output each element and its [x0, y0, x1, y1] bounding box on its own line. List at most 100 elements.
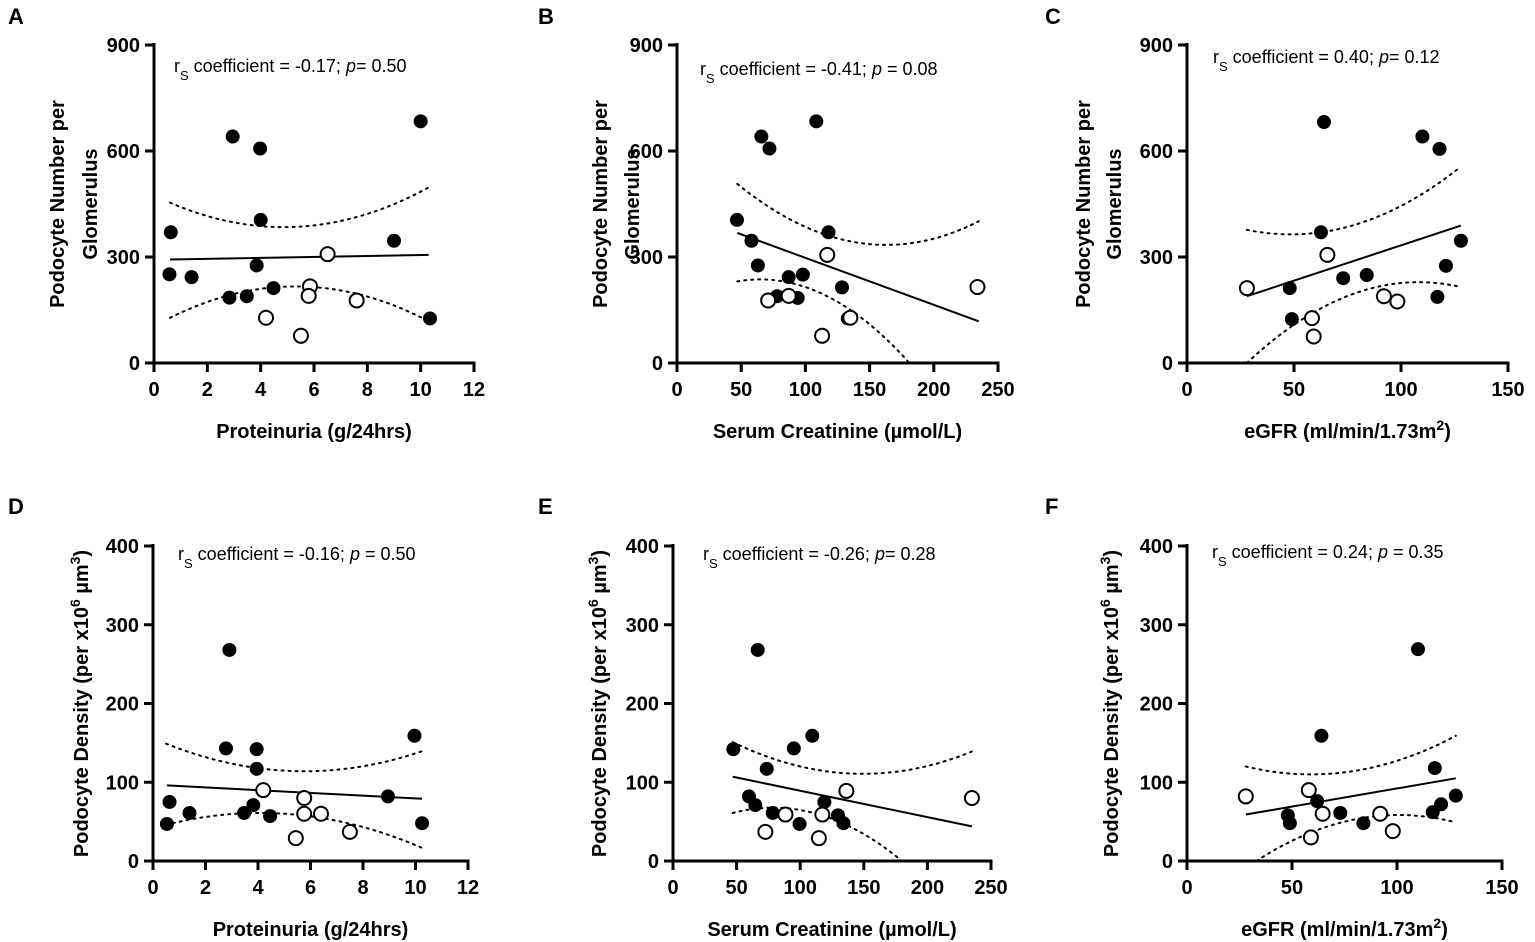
open-data-point — [842, 309, 859, 326]
filled-data-point — [1432, 141, 1447, 156]
panel-e: E 0 50 100 150 200 250 0 100 200 300 400 Serum Creat… — [538, 494, 1008, 941]
filled-data-point — [266, 281, 281, 296]
y-axis-label: Podocyte Density (per x106 µm3) — [585, 550, 611, 857]
x-axis-label: Serum Creatinine (µmol/L) — [707, 919, 956, 941]
filled-data-point — [750, 258, 765, 273]
panel-letter: C — [1045, 4, 1061, 29]
y-axis-label: Podocyte Density (per x106 µm3) — [67, 550, 93, 857]
open-data-point — [319, 246, 336, 263]
x-tick-label: 8 — [362, 379, 373, 401]
x-tick-label: 150 — [853, 379, 886, 401]
open-data-point — [258, 309, 274, 326]
filled-data-point — [1411, 642, 1425, 657]
annotation-subscript: S — [1218, 554, 1227, 569]
correlation-annotation: rS coefficient = 0.40; p= 0.12 — [1213, 47, 1440, 74]
regression-line — [732, 775, 973, 828]
x-tick-label: 100 — [789, 379, 822, 401]
x-axis-label-text: Serum Creatinine (µmol/L) — [713, 421, 962, 443]
x-tick-label: 50 — [730, 379, 752, 401]
open-data-point — [814, 327, 831, 344]
y-tick-label: 900 — [107, 35, 140, 57]
x-tick-label: 0 — [148, 379, 159, 401]
y-tick-label: 400 — [626, 536, 659, 558]
filled-data-point — [184, 270, 199, 285]
x-axis-label-sup: 2 — [1433, 915, 1441, 931]
filled-data-point — [1282, 281, 1297, 296]
y-axis-label-b: µm — [1101, 564, 1123, 599]
correlation-annotation: rS coefficient = -0.16; p = 0.50 — [178, 544, 416, 571]
filled-data-point — [781, 270, 796, 285]
filled-data-point — [792, 816, 807, 831]
annotation-coefficient: coefficient = -0.16; — [193, 544, 350, 564]
open-data-point — [780, 287, 797, 304]
panel-c: C 0 50 100 150 0 300 600 900 eGFR (ml/min/1.73m2)… — [1045, 4, 1525, 443]
open-data-point — [255, 782, 272, 799]
annotation-coefficient: coefficient = -0.17; — [189, 56, 346, 76]
open-data-point — [1319, 246, 1336, 263]
y-axis-label-c: ) — [1101, 550, 1123, 557]
x-tick-label: 100 — [784, 877, 817, 899]
open-data-point — [1372, 805, 1389, 822]
y-axis-label-sup: 6 — [67, 599, 83, 607]
open-data-point — [1384, 823, 1401, 840]
annotation-p: p — [871, 59, 882, 79]
x-tick-label: 12 — [463, 379, 485, 401]
y-tick-label: 300 — [1140, 247, 1173, 269]
y-tick-label: 300 — [626, 615, 659, 637]
y-tick-label: 300 — [107, 247, 140, 269]
filled-data-point — [1453, 233, 1468, 248]
ci-lower-band — [736, 278, 911, 364]
x-tick-label: 250 — [974, 877, 1007, 899]
ci-upper-band — [165, 742, 425, 773]
annotation-p-value: = 0.50 — [360, 544, 416, 564]
regression-line — [1246, 224, 1462, 298]
annotation-coefficient: coefficient = 0.24; — [1227, 542, 1378, 562]
open-data-point — [814, 806, 831, 823]
filled-data-point — [162, 794, 177, 809]
y-tick-label: 100 — [1140, 772, 1173, 794]
annotation-p-value: = 0.35 — [1388, 542, 1444, 562]
panel-letter: E — [538, 494, 553, 519]
filled-data-point — [795, 267, 810, 282]
ci-lower-band — [1255, 814, 1457, 862]
x-tick-label: 150 — [1485, 877, 1518, 899]
filled-data-point — [1448, 788, 1463, 803]
filled-data-point — [759, 761, 774, 776]
x-axis-label: Proteinuria (g/24hrs) — [216, 421, 412, 443]
filled-data-point — [423, 311, 437, 326]
x-tick-label: 250 — [981, 379, 1014, 401]
y-tick-label: 0 — [128, 851, 139, 873]
y-tick-label: 300 — [630, 247, 663, 269]
x-tick-label: 50 — [1281, 877, 1303, 899]
x-axis-label-text: eGFR (ml/min/1.73m — [1244, 421, 1436, 443]
x-tick-label: 50 — [725, 877, 747, 899]
ci-upper-band — [1245, 165, 1462, 236]
annotation-coefficient: coefficient = 0.40; — [1228, 47, 1379, 67]
filled-data-point — [786, 741, 801, 756]
x-tick-label: 50 — [1283, 379, 1305, 401]
ci-upper-band — [731, 741, 973, 775]
filled-data-point — [762, 141, 777, 156]
correlation-annotation: rS coefficient = 0.24; p = 0.35 — [1212, 542, 1444, 569]
filled-data-point — [218, 741, 233, 756]
filled-data-point — [222, 290, 237, 305]
y-tick-label: 900 — [1140, 35, 1173, 57]
annotation-p: p — [1377, 542, 1388, 562]
open-data-point — [1375, 288, 1392, 305]
x-tick-label: 0 — [147, 877, 158, 899]
ci-upper-band — [1244, 734, 1457, 776]
y-axis-label-sup: 6 — [1097, 599, 1113, 607]
x-tick-label: 0 — [1181, 877, 1192, 899]
y-axis-label-a: Podocyte Density (per x10 — [1101, 607, 1123, 857]
panel-a: A 0 2 4 6 8 10 12 0 300 600 900 Proteinuria (g/24hrs… — [8, 4, 485, 443]
x-tick-label: 2 — [202, 379, 213, 401]
y-axis-label-line: Podocyte Number per — [47, 100, 69, 308]
x-axis-label: Serum Creatinine (µmol/L) — [713, 421, 962, 443]
y-tick-label: 300 — [1140, 615, 1173, 637]
y-axis-label: Podocyte Density (per x106 µm3) — [1097, 550, 1123, 857]
y-tick-label: 600 — [1140, 141, 1173, 163]
annotation-coefficient: coefficient = -0.26; — [718, 544, 875, 564]
filled-data-point — [163, 225, 178, 240]
y-tick-label: 100 — [106, 772, 139, 794]
annotation-subscript: S — [1219, 59, 1228, 74]
